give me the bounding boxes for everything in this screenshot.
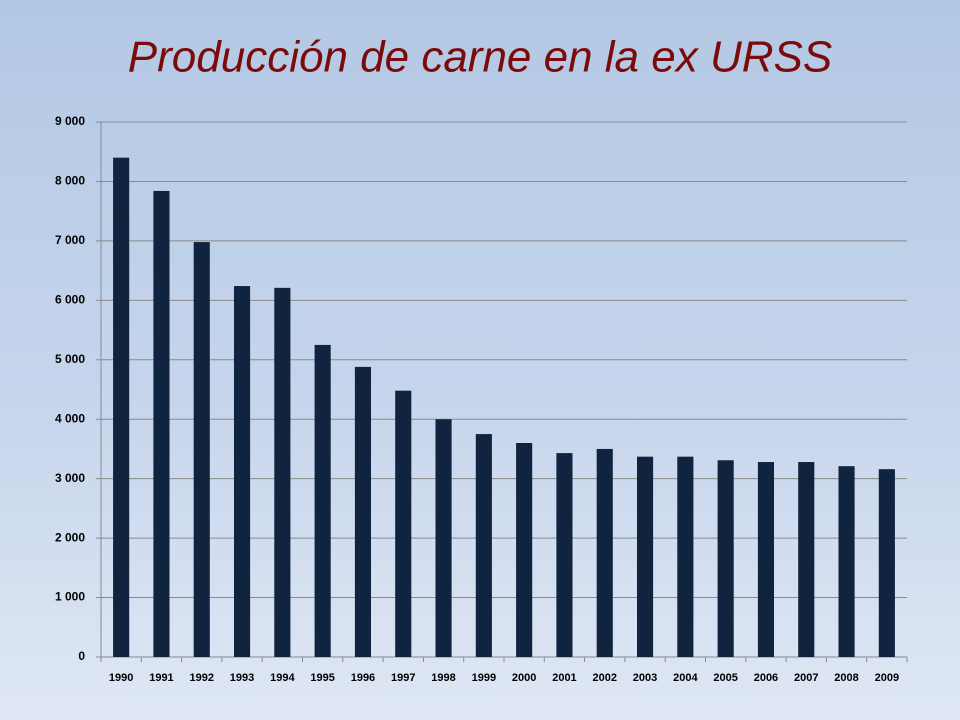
y-tick-label: 2 000: [55, 530, 85, 544]
x-tick-label: 1999: [472, 672, 496, 684]
y-tick-label: 7 000: [55, 233, 85, 247]
bar: [556, 453, 573, 657]
bar: [153, 190, 170, 657]
bar: [878, 469, 895, 657]
x-tick-label: 2002: [593, 672, 617, 684]
x-tick-label: 1998: [431, 672, 455, 684]
bar: [636, 456, 654, 657]
bar: [354, 366, 372, 657]
y-tick-label: 9 000: [55, 114, 85, 128]
bar: [677, 456, 694, 657]
bar: [475, 434, 492, 657]
x-tick-label: 2007: [794, 672, 818, 684]
x-tick-label: 2000: [512, 672, 536, 684]
x-tick-label: 1992: [190, 672, 214, 684]
y-tick-label: 6 000: [55, 293, 85, 307]
y-tick-label: 3 000: [55, 471, 85, 485]
x-tick-label: 2005: [713, 672, 737, 684]
bar: [233, 286, 251, 657]
x-tick-label: 2009: [875, 672, 899, 684]
x-tick-label: 1994: [270, 672, 295, 684]
x-tick-label: 1991: [149, 672, 173, 684]
chart-title: Producción de carne en la ex URSS: [128, 33, 832, 82]
x-tick-label: 1995: [310, 672, 334, 684]
x-tick-label: 1997: [391, 672, 415, 684]
bar: [757, 462, 775, 657]
x-tick-label: 2001: [552, 672, 576, 684]
x-tick-label: 1990: [109, 672, 133, 684]
bar: [596, 448, 613, 657]
x-tick-label: 1996: [351, 672, 375, 684]
y-tick-label: 8 000: [55, 174, 85, 188]
x-tick-label: 2008: [834, 672, 858, 684]
bar: [798, 462, 815, 657]
bar: [838, 466, 855, 657]
x-tick-label: 2006: [754, 672, 778, 684]
bar: [193, 242, 210, 658]
x-tick-label: 2003: [633, 672, 657, 684]
y-tick-label: 1 000: [55, 590, 85, 604]
bar: [274, 287, 291, 657]
bar: [435, 419, 452, 657]
bar: [516, 443, 533, 657]
bar: [314, 344, 331, 657]
x-tick-label: 2004: [673, 672, 698, 684]
bar: [717, 460, 734, 657]
y-tick-label: 4 000: [55, 411, 85, 425]
bar: [113, 157, 130, 657]
x-tick-label: 1993: [230, 672, 254, 684]
y-tick-label: 0: [78, 649, 85, 663]
bar: [395, 390, 412, 657]
y-tick-label: 5 000: [55, 352, 85, 366]
